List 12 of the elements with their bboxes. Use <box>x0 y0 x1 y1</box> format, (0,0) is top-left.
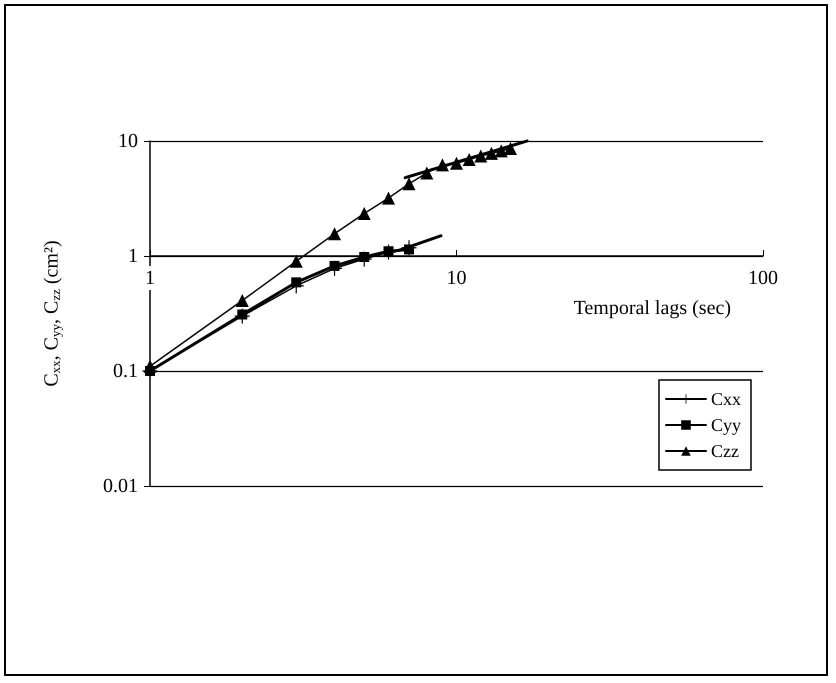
x-tick-label: 100 <box>748 267 778 289</box>
y-tick-label: 0.1 <box>113 360 138 382</box>
legend-label: Cyy <box>710 415 742 435</box>
y-tick-label: 1 <box>128 245 138 267</box>
x-tick-label: 1 <box>145 267 155 289</box>
x-tick-label: 10 <box>446 267 466 289</box>
y-tick-label: 0.01 <box>103 475 138 497</box>
legend-label: Czz <box>710 441 739 461</box>
y-axis-title: Cxx, Cyy, Czz (cm²) <box>40 240 63 387</box>
x-axis-title: Temporal lags (sec) <box>574 297 731 319</box>
legend-label: Cxx <box>710 389 742 409</box>
y-tick-label: 10 <box>118 130 138 152</box>
